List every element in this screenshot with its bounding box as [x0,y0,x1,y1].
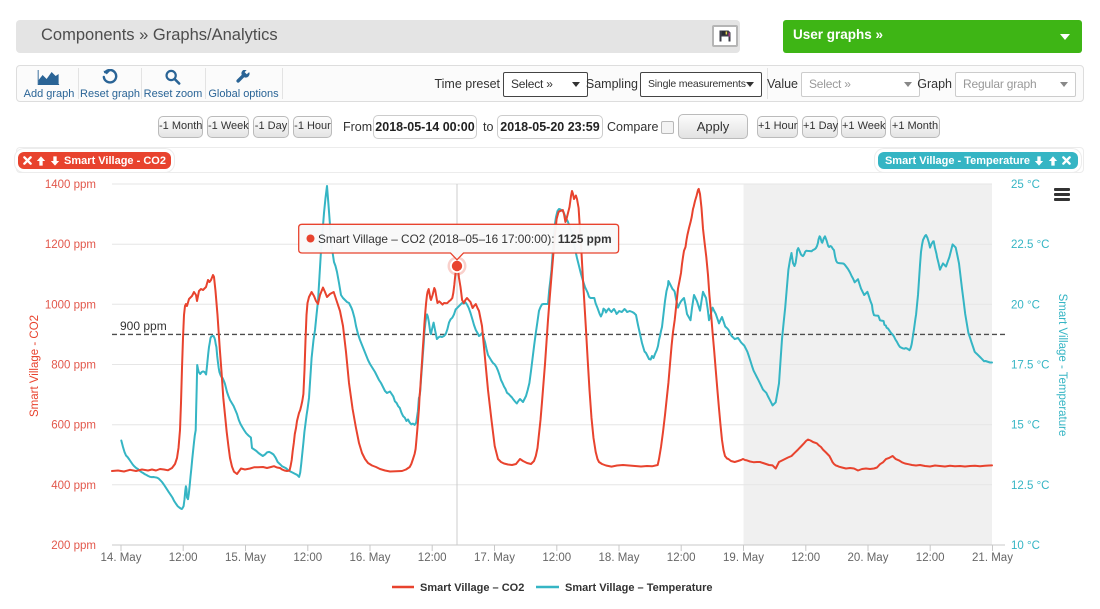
svg-text:21. May: 21. May [972,552,1013,564]
svg-text:1000 ppm: 1000 ppm [45,299,96,311]
svg-text:12:00: 12:00 [542,552,571,564]
svg-text:22.5 °C: 22.5 °C [1011,239,1049,251]
svg-text:17. May: 17. May [474,552,515,564]
svg-text:12:00: 12:00 [791,552,820,564]
svg-text:16. May: 16. May [350,552,391,564]
svg-text:Smart Village - CO2: Smart Village - CO2 [29,315,41,417]
svg-text:10 °C: 10 °C [1011,540,1040,552]
svg-text:200 ppm: 200 ppm [51,540,96,552]
svg-text:Smart Village – Temperature: Smart Village – Temperature [565,582,713,594]
svg-text:Smart Village – CO2: Smart Village – CO2 [420,582,524,594]
svg-text:12:00: 12:00 [916,552,945,564]
svg-text:20 °C: 20 °C [1011,299,1040,311]
svg-text:18. May: 18. May [599,552,640,564]
svg-text:800 ppm: 800 ppm [51,360,96,372]
svg-text:25 °C: 25 °C [1011,179,1040,191]
svg-text:15. May: 15. May [225,552,266,564]
svg-text:12:00: 12:00 [667,552,696,564]
svg-text:15 °C: 15 °C [1011,420,1040,432]
svg-text:900 ppm: 900 ppm [120,319,167,333]
svg-text:20. May: 20. May [848,552,889,564]
svg-text:Smart Village – CO2 (2018–05–1: Smart Village – CO2 (2018–05–16 17:00:00… [318,232,612,246]
svg-text:400 ppm: 400 ppm [51,480,96,492]
svg-text:12:00: 12:00 [169,552,198,564]
svg-text:12:00: 12:00 [418,552,447,564]
svg-text:Smart Village - Temperature: Smart Village - Temperature [1056,294,1068,437]
svg-text:12:00: 12:00 [293,552,322,564]
svg-text:14. May: 14. May [101,552,142,564]
svg-text:17.5 °C: 17.5 °C [1011,360,1049,372]
svg-text:12.5 °C: 12.5 °C [1011,480,1049,492]
svg-text:1400 ppm: 1400 ppm [45,179,96,191]
svg-text:600 ppm: 600 ppm [51,420,96,432]
svg-text:19. May: 19. May [723,552,764,564]
svg-text:1200 ppm: 1200 ppm [45,239,96,251]
